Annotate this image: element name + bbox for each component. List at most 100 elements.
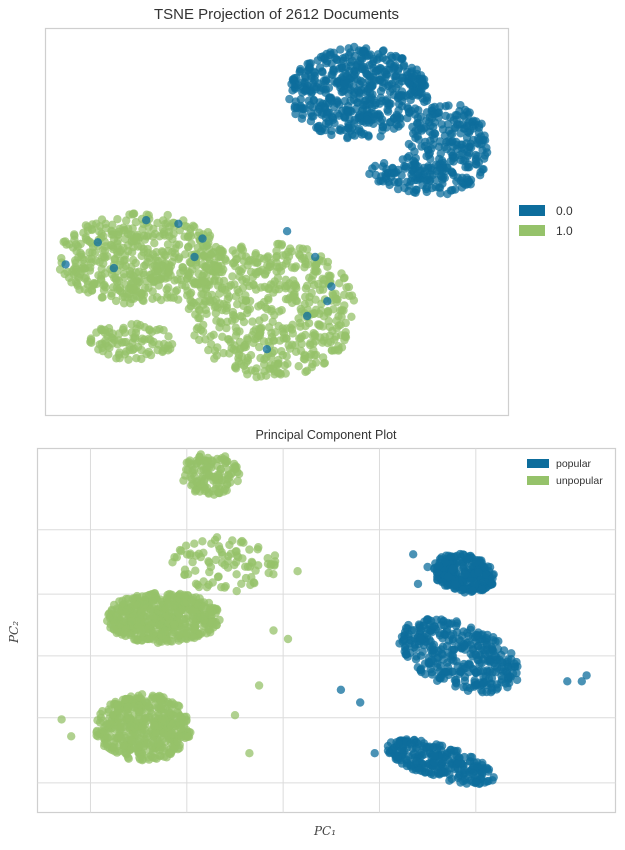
- data-point-1-0-cluster: [184, 271, 193, 280]
- data-point-1-0-cluster: [85, 266, 95, 275]
- data-point-1-0-cluster: [226, 280, 235, 290]
- data-point-unpopular-outlier: [206, 562, 216, 572]
- data-point-unpopular-cluster: [173, 608, 183, 617]
- data-point-1-0-cluster: [146, 274, 156, 283]
- data-point-1-0-cluster: [145, 326, 154, 335]
- data-point-0-0-cluster: [318, 68, 327, 77]
- data-point-1-0-cluster: [266, 364, 275, 373]
- data-point-unpopular-cluster: [128, 594, 137, 603]
- data-point-unpopular-cluster: [188, 606, 197, 616]
- data-point-popular-cluster: [427, 668, 437, 677]
- data-point-0-0-cluster: [349, 95, 359, 104]
- data-point-popular-cluster: [460, 775, 470, 784]
- data-point-0-0-cluster: [394, 178, 403, 187]
- data-point-unpopular-cluster: [248, 558, 257, 568]
- data-point-popular-cluster: [469, 665, 479, 674]
- data-point-0-0-cluster: [298, 104, 307, 113]
- data-point-0-0-cluster: [391, 76, 400, 86]
- data-point-1-0-cluster: [87, 338, 96, 347]
- data-point-1-0-cluster: [142, 232, 152, 241]
- data-point-1-0-cluster: [272, 267, 281, 276]
- data-point-popular-cluster: [419, 742, 428, 751]
- data-point-1-0-cluster: [89, 280, 98, 290]
- data-point-1-0-cluster: [339, 290, 349, 300]
- data-point-1-0-cluster: [75, 269, 85, 279]
- data-point-1-0-cluster: [108, 220, 117, 229]
- data-point-1-0-cluster: [144, 283, 153, 293]
- tsne-chart: 0.0 1.0: [44, 27, 573, 417]
- data-point-0-0-cluster: [365, 94, 374, 103]
- data-point-unpopular-cluster: [191, 566, 200, 575]
- tsne-points: [55, 42, 492, 382]
- data-point-0-0-cluster: [393, 184, 403, 194]
- data-point-0-0-cluster: [426, 121, 435, 131]
- data-point-unpopular-cluster: [105, 720, 115, 729]
- data-point-0-0-cluster: [327, 97, 337, 106]
- data-point-1-0-cluster: [67, 278, 76, 287]
- data-point-1-0-cluster: [186, 296, 195, 305]
- data-point-1-0-cluster: [288, 298, 297, 308]
- data-point-0-0-cluster: [343, 133, 352, 143]
- data-point-0-0-cluster: [403, 153, 412, 162]
- data-point-popular-cluster: [462, 555, 472, 564]
- data-point-unpopular-cluster: [155, 595, 165, 604]
- data-point-popular-cluster: [401, 755, 411, 764]
- data-point-1-0-cluster: [315, 309, 324, 319]
- data-point-0-0-cluster: [309, 82, 318, 91]
- data-point-popular-cluster: [471, 778, 481, 787]
- data-point-0-0-cluster: [448, 151, 457, 161]
- data-point-unpopular-cluster: [163, 707, 173, 716]
- data-point-unpopular-cluster: [146, 590, 155, 599]
- data-point-popular-cluster: [471, 650, 480, 660]
- data-point-1-0-cluster: [87, 254, 96, 264]
- data-point-unpopular-cluster: [184, 458, 193, 467]
- data-point-unpopular-cluster: [176, 629, 185, 639]
- data-point-0-0-cluster: [461, 156, 470, 165]
- data-point-popular-cluster: [468, 769, 477, 778]
- data-point-popular-cluster: [429, 645, 438, 655]
- data-point-unpopular-outlier: [293, 567, 302, 576]
- data-point-1-0-cluster: [243, 356, 253, 365]
- data-point-popular-cluster: [481, 637, 490, 646]
- data-point-1-0-cluster: [92, 219, 101, 228]
- data-point-1-0-cluster: [347, 291, 357, 300]
- data-point-0-0-cluster: [404, 186, 413, 196]
- data-point-1-0-cluster: [133, 287, 142, 296]
- data-point-popular-cluster: [456, 636, 465, 646]
- data-point-unpopular-cluster: [270, 551, 280, 560]
- data-point-0-0-cluster: [386, 99, 395, 109]
- data-point-1-0-cluster: [154, 281, 163, 290]
- data-point-1-0-cluster: [270, 277, 279, 286]
- data-point-unpopular-outlier: [67, 732, 76, 741]
- data-point-unpopular-cluster: [231, 464, 240, 473]
- data-point-1-0-cluster: [233, 285, 242, 294]
- data-point-popular-cluster: [430, 622, 439, 631]
- data-point-unpopular-cluster: [163, 590, 172, 600]
- data-point-popular-cluster: [482, 570, 491, 579]
- data-point-unpopular-cluster: [270, 557, 280, 566]
- data-point-unpopular-cluster: [212, 620, 221, 630]
- data-point-0-0-cluster: [422, 152, 431, 161]
- data-point-unpopular-cluster: [138, 592, 147, 601]
- data-point-1-0-cluster: [77, 250, 86, 259]
- data-point-0-0-cluster: [373, 50, 383, 59]
- data-point-popular-cluster: [416, 625, 426, 635]
- data-point-popular-cluster: [449, 629, 458, 639]
- data-point-1-0-cluster: [205, 231, 215, 240]
- data-point-1-0-cluster: [178, 263, 188, 272]
- data-point-0-0-outlier: [174, 219, 183, 228]
- data-point-unpopular-cluster: [128, 730, 137, 739]
- data-point-unpopular-cluster: [113, 700, 122, 710]
- data-point-unpopular-cluster: [160, 717, 170, 726]
- data-point-1-0-cluster: [109, 283, 118, 292]
- data-point-1-0-cluster: [180, 232, 189, 241]
- data-point-unpopular-cluster: [183, 732, 192, 742]
- data-point-popular-cluster: [497, 662, 507, 672]
- data-point-unpopular-cluster: [254, 543, 263, 552]
- data-point-1-0-cluster: [273, 360, 282, 369]
- data-point-popular-cluster: [488, 776, 497, 785]
- data-point-1-0-cluster: [113, 243, 123, 252]
- data-point-unpopular-cluster: [179, 590, 189, 600]
- data-point-1-0-cluster: [295, 334, 304, 343]
- data-point-1-0-cluster: [302, 281, 312, 290]
